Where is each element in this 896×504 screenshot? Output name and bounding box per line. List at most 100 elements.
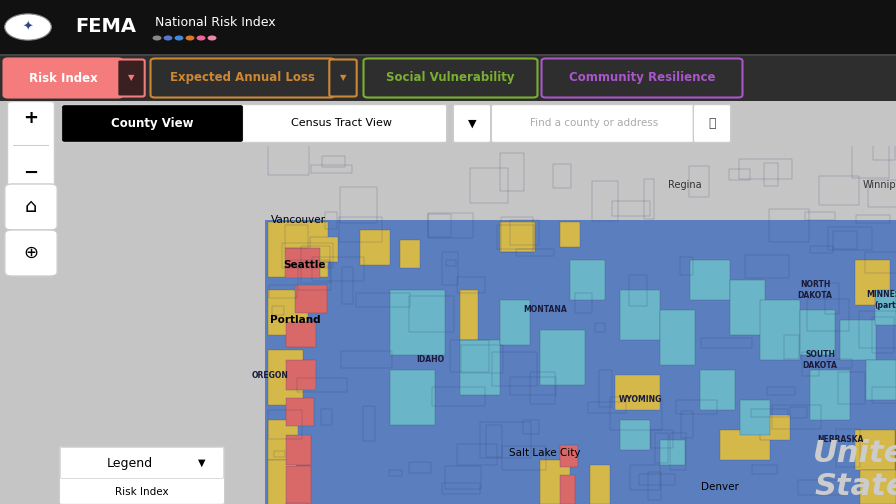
Bar [595, 323, 605, 332]
Bar [778, 91, 831, 122]
Bar [443, 252, 458, 285]
Text: MONTANA: MONTANA [523, 305, 567, 314]
Text: Social Vulnerability: Social Vulnerability [386, 72, 514, 85]
Bar [286, 360, 316, 390]
Bar [295, 285, 327, 313]
Text: +: + [23, 109, 39, 127]
Bar [450, 340, 489, 371]
Bar [268, 350, 303, 405]
Bar [575, 293, 592, 313]
Bar [620, 290, 660, 340]
Bar [480, 422, 530, 458]
FancyBboxPatch shape [453, 104, 491, 143]
Text: Risk Index: Risk Index [116, 487, 168, 497]
Bar [859, 311, 896, 348]
Bar [639, 474, 675, 485]
Bar [360, 230, 390, 265]
Bar [653, 82, 668, 105]
Bar [590, 465, 610, 504]
Bar [720, 430, 770, 460]
Bar [802, 352, 819, 376]
Bar [660, 310, 695, 365]
Bar [857, 106, 893, 143]
Bar [285, 225, 308, 247]
Bar [340, 187, 376, 223]
Bar [858, 101, 896, 119]
Bar [751, 409, 788, 417]
Bar [774, 134, 797, 143]
Bar [767, 387, 796, 395]
Text: National Risk Index: National Risk Index [155, 16, 276, 29]
Bar [470, 168, 508, 203]
Bar [827, 359, 852, 368]
Text: Regina: Regina [668, 180, 702, 190]
Bar [745, 256, 788, 278]
Bar [873, 387, 896, 403]
FancyBboxPatch shape [7, 101, 55, 191]
Bar [620, 420, 650, 450]
Bar [286, 398, 314, 426]
Text: MINNESOTA
(partial): MINNESOTA (partial) [866, 290, 896, 309]
Circle shape [152, 35, 161, 40]
Circle shape [196, 35, 205, 40]
Bar [660, 440, 685, 465]
Bar [856, 215, 891, 223]
Bar [690, 260, 730, 300]
Bar [516, 249, 554, 256]
FancyBboxPatch shape [60, 448, 224, 478]
Bar [689, 166, 709, 197]
Bar [723, 94, 755, 111]
Bar [330, 106, 362, 140]
Bar [612, 201, 650, 216]
Bar [855, 430, 895, 470]
Bar [281, 87, 327, 116]
FancyBboxPatch shape [59, 447, 225, 504]
Bar [0, 101, 896, 146]
Bar [648, 472, 661, 500]
Circle shape [208, 35, 217, 40]
Bar [433, 387, 485, 406]
Circle shape [185, 35, 194, 40]
Bar [560, 445, 578, 467]
Bar [676, 400, 718, 414]
FancyBboxPatch shape [330, 59, 357, 96]
Bar [389, 470, 402, 476]
FancyBboxPatch shape [491, 104, 697, 143]
Bar [523, 420, 539, 434]
Bar [833, 231, 857, 249]
Bar [321, 409, 332, 425]
Bar [867, 180, 896, 207]
Bar [285, 248, 320, 278]
Bar [630, 465, 659, 489]
Bar [772, 405, 821, 429]
Bar [588, 402, 626, 413]
Text: ✦: ✦ [22, 21, 33, 33]
Bar [764, 163, 778, 186]
Bar [286, 466, 311, 504]
Bar [875, 290, 896, 325]
Bar [13, 145, 49, 146]
Bar [553, 164, 571, 187]
Bar [457, 277, 486, 292]
Bar [860, 470, 896, 504]
Bar [784, 335, 798, 359]
Bar [270, 285, 297, 298]
Text: Risk Index: Risk Index [29, 72, 98, 85]
Text: Expected Annual Loss: Expected Annual Loss [170, 72, 314, 85]
Text: FEMA: FEMA [75, 18, 136, 36]
Bar [427, 213, 473, 238]
FancyBboxPatch shape [63, 105, 243, 142]
Bar [701, 338, 752, 348]
Circle shape [175, 35, 184, 40]
Text: ▼: ▼ [128, 74, 134, 83]
Bar [533, 116, 547, 139]
Bar [502, 95, 543, 121]
Bar [836, 429, 859, 467]
Text: ▼: ▼ [340, 74, 346, 83]
Bar [286, 503, 308, 504]
Bar [752, 465, 777, 474]
Bar [810, 370, 850, 420]
Bar [500, 300, 530, 345]
Bar [644, 179, 654, 219]
Bar [540, 330, 585, 385]
